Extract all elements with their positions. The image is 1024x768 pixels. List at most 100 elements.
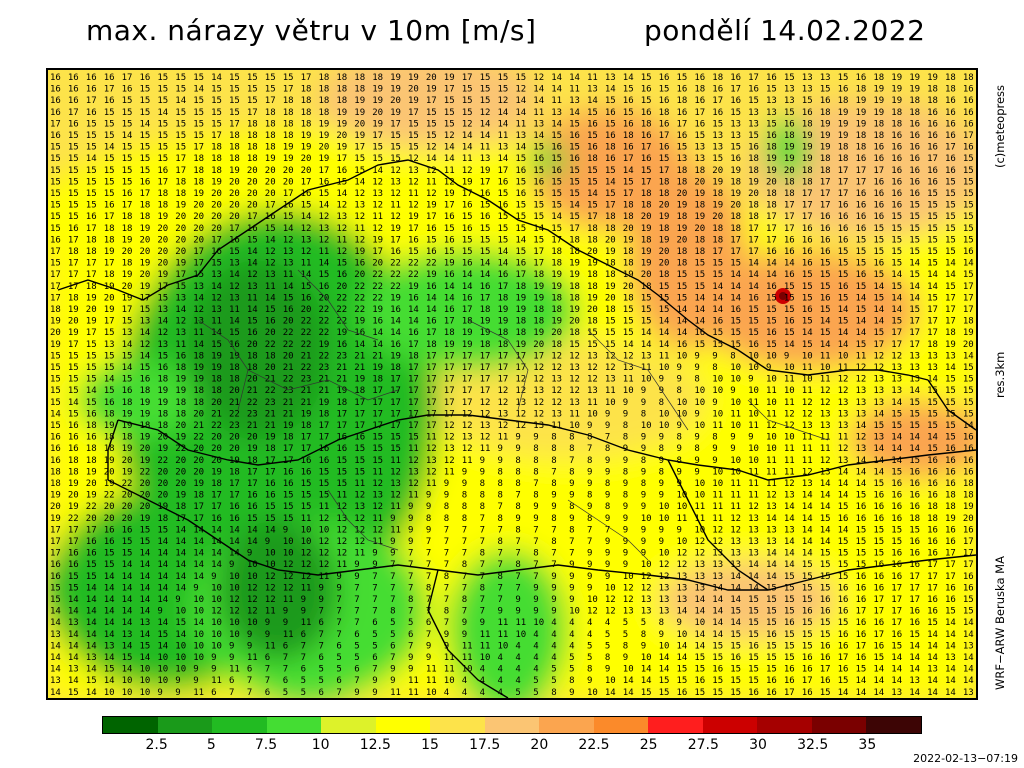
gust-value: 11: [587, 73, 598, 83]
gust-value: 8: [498, 572, 503, 582]
gust-value: 4: [569, 630, 574, 640]
gust-value: 17: [408, 386, 419, 396]
gust-value: 15: [86, 398, 97, 408]
gust-value: 6: [354, 665, 359, 675]
gust-value: 16: [838, 235, 849, 245]
gust-value: 18: [605, 212, 616, 222]
gust-value: 16: [927, 491, 938, 501]
gust-value: 14: [426, 154, 437, 164]
gust-value: 18: [336, 96, 347, 106]
gust-value: 18: [140, 201, 151, 211]
gust-value: 11: [712, 514, 723, 524]
gust-value: 13: [641, 607, 652, 617]
gust-value: 16: [963, 108, 974, 118]
gust-value: 14: [193, 549, 204, 559]
gust-value: 18: [659, 108, 670, 118]
gust-value: 17: [873, 166, 884, 176]
gust-value: 11: [802, 444, 813, 454]
gust-value: 18: [891, 108, 902, 118]
gust-value: 20: [193, 212, 204, 222]
gust-value: 15: [784, 653, 795, 663]
gust-value: 19: [140, 398, 151, 408]
gust-value: 9: [641, 386, 646, 396]
gust-value: 6: [265, 688, 270, 698]
gust-value: 15: [659, 154, 670, 164]
gust-value: 8: [480, 491, 485, 501]
gust-value: 11: [301, 583, 312, 593]
gust-value: 6: [319, 653, 324, 663]
gust-value: 17: [247, 212, 258, 222]
gust-value: 20: [104, 293, 115, 303]
gust-value: 15: [390, 444, 401, 454]
gust-value: 15: [927, 201, 938, 211]
legend-swatch: [212, 717, 267, 733]
gust-value: 10: [104, 688, 115, 698]
gust-value: 12: [390, 212, 401, 222]
gust-value: 12: [677, 549, 688, 559]
gust-value: 14: [68, 398, 79, 408]
gust-value: 18: [50, 479, 61, 489]
gust-value: 19: [140, 409, 151, 419]
gust-value: 20: [336, 131, 347, 141]
gust-value: 7: [515, 583, 520, 593]
gust-value: 14: [963, 653, 974, 663]
gust-value: 9: [569, 688, 574, 698]
gust-value: 9: [515, 595, 520, 605]
gust-value: 17: [784, 212, 795, 222]
gust-value: 12: [623, 583, 634, 593]
gust-value: 12: [265, 259, 276, 269]
gust-value: 15: [157, 85, 168, 95]
gust-value: 13: [748, 119, 759, 129]
gust-value: 15: [229, 247, 240, 257]
gust-value: 11: [480, 444, 491, 454]
gust-value: 16: [104, 525, 115, 535]
gust-value: 17: [193, 247, 204, 257]
gust-value: 18: [157, 409, 168, 419]
gust-value: 15: [551, 177, 562, 187]
gust-value: 9: [444, 630, 449, 640]
gust-value: 7: [480, 560, 485, 570]
gust-value: 20: [140, 479, 151, 489]
gust-value: 16: [86, 85, 97, 95]
gust-value: 12: [265, 247, 276, 257]
gust-value: 13: [963, 641, 974, 651]
gust-value: 15: [873, 328, 884, 338]
gust-value: 17: [533, 247, 544, 257]
gust-value: 7: [319, 641, 324, 651]
gust-value: 10: [175, 665, 186, 675]
gust-value: 14: [498, 247, 509, 257]
gust-value: 9: [677, 525, 682, 535]
gust-value: 9: [605, 572, 610, 582]
gust-value: 16: [891, 549, 902, 559]
gust-value: 16: [748, 293, 759, 303]
gust-value: 10: [766, 433, 777, 443]
gust-value: 15: [873, 525, 884, 535]
gust-value: 17: [86, 270, 97, 280]
gust-value: 5: [569, 653, 574, 663]
gust-value: 16: [766, 73, 777, 83]
gust-value: 14: [891, 433, 902, 443]
gust-value: 4: [515, 676, 520, 686]
gust-value: 14: [927, 433, 938, 443]
gust-value: 17: [480, 386, 491, 396]
gust-value: 15: [945, 235, 956, 245]
gust-value: 16: [909, 618, 920, 628]
gust-value: 15: [838, 73, 849, 83]
gust-value: 16: [963, 572, 974, 582]
gust-value: 15: [569, 166, 580, 176]
gust-value: 16: [122, 85, 133, 95]
gust-value: 17: [873, 630, 884, 640]
gust-value: 15: [551, 201, 562, 211]
gust-value: 7: [480, 595, 485, 605]
gust-value: 12: [677, 560, 688, 570]
gust-value: 17: [247, 467, 258, 477]
gust-value: 16: [963, 525, 974, 535]
gust-value: 10: [730, 398, 741, 408]
gust-value: 12: [175, 317, 186, 327]
gust-value: 20: [211, 212, 222, 222]
gust-value: 12: [372, 479, 383, 489]
gust-value: 15: [157, 154, 168, 164]
gust-value: 16: [927, 456, 938, 466]
gust-value: 15: [569, 340, 580, 350]
gust-value: 19: [712, 177, 723, 187]
